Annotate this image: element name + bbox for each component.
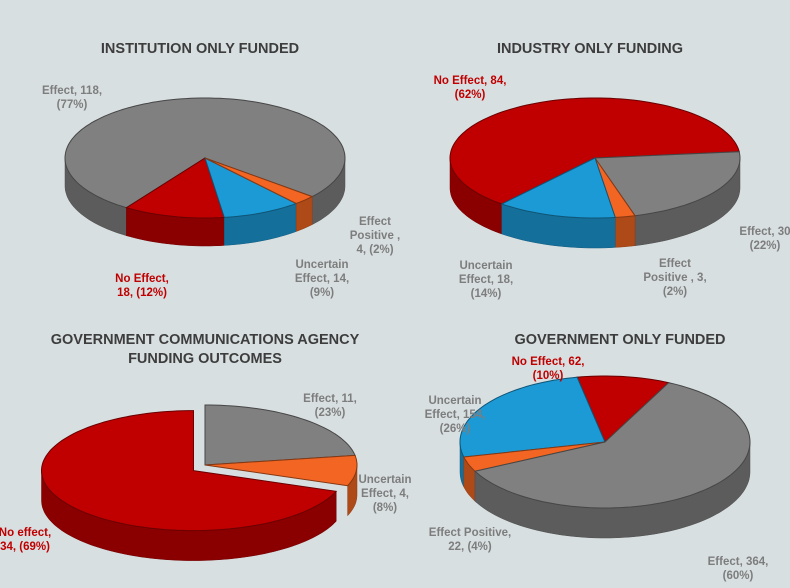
slice	[204, 157, 298, 218]
data-label-line: Effect, 154,	[424, 409, 486, 421]
data-label-line: 18, (12%)	[117, 287, 167, 299]
data-label-line: (26%)	[439, 423, 471, 435]
data-label: Uncertain Effect, 4, (8%)	[358, 473, 411, 515]
data-label-line: Effect Positive,	[428, 527, 512, 539]
data-label: No effect, 34, (69%)	[0, 526, 51, 554]
data-label-line: 4, (2%)	[356, 244, 394, 256]
data-label-line: No Effect, 84,	[433, 75, 507, 87]
slice	[500, 157, 616, 219]
data-label: Effect Positive, 22, (4%)	[429, 526, 511, 554]
chart-title: INSTITUTION ONLY FUNDED	[100, 41, 300, 57]
data-label-line: Effect	[659, 258, 691, 270]
data-label-line: Effect, 118,	[41, 85, 103, 97]
data-label: Uncertain Effect, 154, (26%)	[425, 394, 486, 436]
data-label-line: Uncertain	[295, 259, 349, 271]
data-label-line: Positive ,	[349, 230, 401, 242]
data-label-line: (10%)	[532, 370, 564, 382]
slice-side	[614, 215, 636, 248]
data-label-line: (14%)	[470, 288, 502, 300]
data-label: Effect, 11, (23%)	[303, 392, 357, 420]
data-label: Effect, 118, (77%)	[42, 84, 102, 112]
slice	[594, 151, 741, 217]
data-label-line: Effect, 14,	[294, 273, 350, 285]
data-label-line: Uncertain	[459, 260, 513, 272]
slice	[459, 376, 606, 458]
data-label-line: (8%)	[372, 502, 398, 514]
chart-title: GOVERNMENT ONLY FUNDED	[514, 332, 726, 348]
data-label-line: No effect,	[0, 527, 52, 539]
data-label: No Effect, 62, (10%)	[512, 355, 585, 383]
slice	[462, 441, 606, 472]
slice	[40, 410, 338, 532]
data-label-line: Effect, 364,	[707, 556, 769, 568]
data-label-line: (22%)	[749, 240, 781, 252]
data-label: Effect Positive , 3, (2%)	[643, 257, 706, 299]
slice	[204, 157, 314, 205]
slice	[204, 454, 358, 487]
data-label: Effect, 364, (60%)	[708, 555, 769, 583]
data-label-line: Effect	[359, 216, 391, 228]
data-label-line: Uncertain	[358, 474, 412, 486]
data-label-line: (2%)	[662, 286, 688, 298]
chart-title: GOVERNMENT COMMUNICATIONS AGENCY FUNDING…	[50, 332, 360, 367]
data-label-line: No Effect, 62,	[511, 356, 585, 368]
data-label-line: Effect, 30	[739, 226, 790, 238]
data-label-line: Uncertain	[428, 395, 482, 407]
slice	[473, 382, 751, 509]
data-label-line: Positive , 3,	[643, 272, 707, 284]
slice	[204, 404, 356, 466]
data-label: No Effect, 84, (62%)	[434, 74, 507, 102]
data-label: Effect Positive , 4, (2%)	[350, 215, 401, 257]
data-label-line: (77%)	[56, 99, 88, 111]
chart-title: INDUSTRY ONLY FUNDING	[496, 41, 684, 57]
data-label: No Effect, 18, (12%)	[115, 272, 169, 300]
data-label: Uncertain Effect, 18, (14%)	[459, 259, 513, 301]
data-label-line: No Effect,	[115, 273, 169, 285]
data-label-line: (60%)	[722, 570, 754, 582]
data-label-line: (23%)	[314, 407, 346, 419]
data-label-line: (62%)	[454, 89, 486, 101]
data-label-line: (9%)	[309, 287, 335, 299]
data-label-line: 22, (4%)	[448, 541, 492, 553]
data-label-line: Effect, 18,	[458, 274, 514, 286]
slice	[125, 157, 225, 219]
slice	[449, 97, 740, 205]
data-label: Uncertain Effect, 14, (9%)	[295, 258, 349, 300]
data-label-line: Effect, 11,	[303, 393, 357, 405]
slice	[576, 375, 670, 443]
data-label-line: Effect, 4,	[361, 488, 409, 500]
data-label-line: 34, (69%)	[0, 541, 50, 553]
slice	[64, 97, 346, 209]
data-label: Effect, 30 (22%)	[739, 225, 790, 253]
